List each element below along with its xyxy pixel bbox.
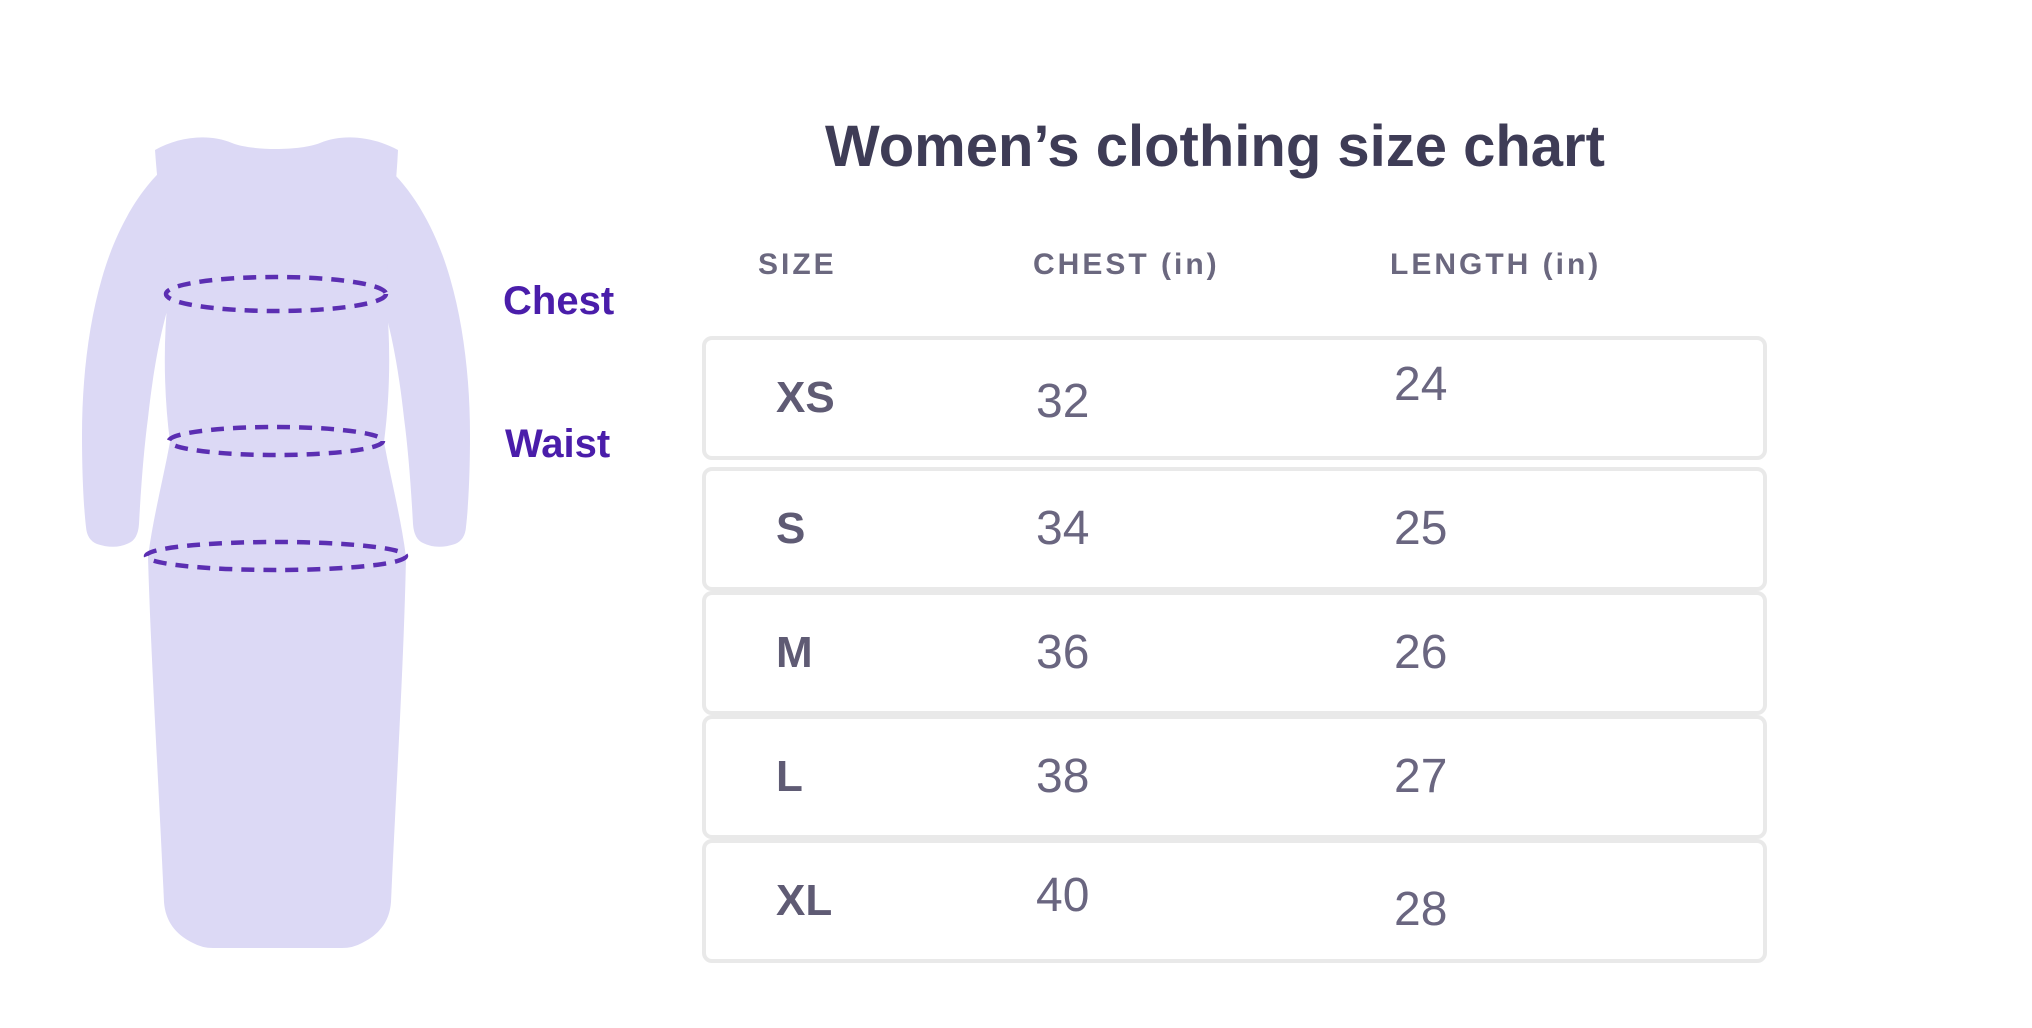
chest-measure-line bbox=[163, 274, 389, 314]
dress-illustration bbox=[82, 137, 470, 949]
chest-label: Chest bbox=[503, 279, 615, 323]
column-header-size: SIZE bbox=[758, 248, 837, 281]
length-value: 25 bbox=[1394, 502, 1448, 555]
size-value: XS bbox=[776, 373, 835, 422]
column-header-length: LENGTH (in) bbox=[1390, 248, 1602, 281]
chest-value: 34 bbox=[1036, 502, 1090, 555]
table-row-xl: XL 40 28 bbox=[702, 839, 1767, 963]
chest-value: 38 bbox=[1036, 750, 1090, 803]
table-row-l: L 38 27 bbox=[702, 715, 1767, 839]
size-value: L bbox=[776, 752, 803, 801]
length-value: 24 bbox=[1394, 358, 1448, 411]
chest-value: 32 bbox=[1036, 375, 1090, 428]
table-row-m: M 36 26 bbox=[702, 591, 1767, 715]
length-value: 26 bbox=[1394, 626, 1448, 679]
waist-measure-line bbox=[166, 424, 386, 458]
hip-measure-line bbox=[143, 539, 409, 573]
chest-value: 40 bbox=[1036, 869, 1090, 922]
page-title: Women’s clothing size chart bbox=[825, 114, 1605, 179]
size-value: S bbox=[776, 504, 806, 553]
column-header-chest: CHEST (in) bbox=[1033, 248, 1220, 281]
length-value: 27 bbox=[1394, 750, 1448, 803]
size-value: M bbox=[776, 628, 813, 677]
table-row-s: S 34 25 bbox=[702, 467, 1767, 591]
table-row-xs: XS 32 24 bbox=[702, 336, 1767, 460]
size-table: XS 32 24 S 34 25 M 36 26 L 38 27 XL 40 2… bbox=[702, 336, 1767, 963]
size-value: XL bbox=[776, 876, 833, 925]
waist-label: Waist bbox=[505, 422, 611, 466]
chest-value: 36 bbox=[1036, 626, 1090, 679]
length-value: 28 bbox=[1394, 883, 1448, 936]
